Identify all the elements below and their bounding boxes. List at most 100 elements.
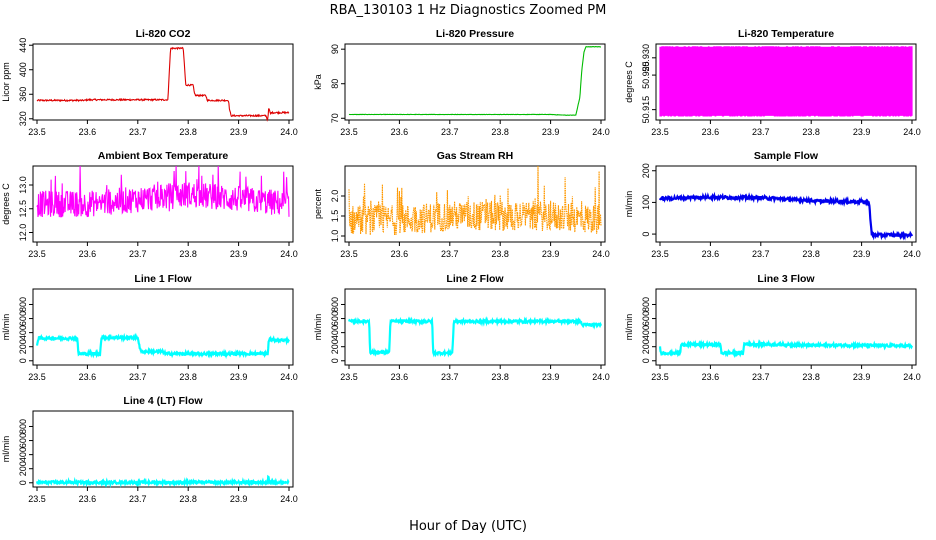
- y-tick-label: 800: [330, 297, 340, 312]
- series-line: [659, 46, 913, 117]
- plot-frame: [655, 165, 917, 243]
- panel-title: Line 1 Flow: [134, 273, 192, 285]
- y-tick-label: 50.930: [641, 44, 651, 72]
- x-tick-label: 23.7: [129, 127, 147, 137]
- x-tick-label: 24.0: [903, 127, 921, 137]
- y-tick-label: 200: [18, 461, 28, 476]
- x-tick-label: 24.0: [280, 127, 298, 137]
- series-line: [348, 45, 601, 116]
- y-tick-label: 2.0: [330, 190, 340, 203]
- x-tick-label: 23.6: [702, 372, 720, 382]
- series-line: [348, 165, 602, 236]
- panel-title: Line 3 Flow: [757, 273, 815, 285]
- x-tick-label: 24.0: [592, 127, 610, 137]
- x-tick-label: 23.7: [441, 249, 459, 259]
- figure-x-label: Hour of Day (UTC): [409, 519, 527, 534]
- x-tick-label: 23.7: [441, 127, 459, 137]
- y-tick-label: 80: [330, 79, 340, 89]
- y-tick-label: 800: [641, 297, 651, 312]
- series-line: [347, 316, 603, 358]
- x-tick-label: 23.9: [853, 127, 871, 137]
- x-tick-label: 23.5: [340, 249, 358, 259]
- y-tick-label: 0: [641, 232, 651, 237]
- panel-gas-stream-rh: Gas Stream RH percent 23.5 23.6 23.7 23.8 23.9…: [313, 150, 610, 259]
- x-tick-label: 23.5: [651, 249, 669, 259]
- x-tick-label: 23.7: [752, 127, 770, 137]
- x-tick-label: 23.5: [340, 372, 358, 382]
- x-tick-label: 23.6: [391, 372, 409, 382]
- panel-line-2-flow: Line 2 Flow ml/min 23.5 23.6 23.7 23.8 23.9 24.…: [313, 273, 610, 382]
- x-tick-label: 23.6: [702, 127, 720, 137]
- plot-frame: [32, 410, 294, 488]
- x-tick-label: 23.8: [179, 494, 197, 504]
- x-tick-label: 23.5: [28, 127, 46, 137]
- y-tick-label: 800: [18, 297, 28, 312]
- y-tick-label: 12.5: [18, 200, 28, 218]
- series-line: [35, 332, 290, 360]
- y-tick-label: 0: [18, 480, 28, 485]
- plot-frame: [655, 288, 917, 366]
- plot-frame: [32, 288, 294, 366]
- plot-frame: [344, 165, 606, 243]
- panel-line-4-lt-flow: Line 4 (LT) Flow ml/min 23.5 23.6 23.7 23.8 23…: [1, 395, 298, 504]
- x-tick-label: 23.6: [702, 249, 720, 259]
- y-tick-label: 360: [18, 87, 28, 102]
- x-tick-label: 23.5: [28, 494, 46, 504]
- x-tick-label: 23.8: [491, 249, 509, 259]
- y-axis-label: percent: [313, 188, 323, 219]
- panel-title: Ambient Box Temperature: [98, 150, 229, 162]
- y-tick-label: 600: [641, 311, 651, 326]
- y-tick-label: 400: [18, 62, 28, 77]
- y-tick-label: 400: [18, 325, 28, 340]
- x-tick-label: 23.8: [179, 127, 197, 137]
- x-tick-label: 23.8: [491, 372, 509, 382]
- y-axis-label: Licor ppm: [1, 62, 11, 102]
- x-tick-label: 23.7: [129, 372, 147, 382]
- y-tick-label: 800: [18, 419, 28, 434]
- series-line: [36, 165, 290, 218]
- y-axis-label: kPa: [313, 74, 323, 90]
- x-tick-label: 23.9: [542, 127, 560, 137]
- y-tick-label: 1.5: [330, 210, 340, 223]
- panel-ambient-box-temperature: Ambient Box Temperature degrees C 23.5 23.6…: [1, 150, 298, 259]
- x-tick-label: 23.9: [230, 127, 248, 137]
- x-tick-label: 23.9: [542, 249, 560, 259]
- y-tick-label: 100: [641, 195, 651, 210]
- panel-line-3-flow: Line 3 Flow ml/min 23.5 23.6 23.7 23.8 23.9 24.…: [624, 273, 921, 382]
- plot-frame: [344, 43, 606, 121]
- panel-title: Gas Stream RH: [437, 150, 513, 162]
- x-tick-label: 23.7: [752, 372, 770, 382]
- panel-title: Sample Flow: [754, 150, 819, 162]
- plot-frame: [32, 43, 294, 121]
- y-tick-label: 13.0: [18, 176, 28, 194]
- series-line: [35, 474, 290, 488]
- plot-frame: [32, 165, 294, 243]
- y-tick-label: 50.925: [641, 61, 651, 89]
- x-tick-label: 23.6: [79, 127, 97, 137]
- x-tick-label: 23.5: [340, 127, 358, 137]
- y-tick-label: 440: [18, 38, 28, 53]
- y-axis-label: ml/min: [1, 436, 11, 463]
- x-tick-label: 23.6: [391, 127, 409, 137]
- panel-line-1-flow: Line 1 Flow ml/min 23.5 23.6 23.7 23.8 23.9 24.…: [1, 273, 298, 382]
- y-tick-label: 0: [18, 358, 28, 363]
- x-tick-label: 23.9: [230, 249, 248, 259]
- y-tick-label: 600: [18, 433, 28, 448]
- x-tick-label: 23.7: [129, 249, 147, 259]
- y-tick-label: 200: [330, 339, 340, 354]
- y-tick-label: 320: [18, 111, 28, 126]
- y-tick-label: 12.0: [18, 224, 28, 242]
- panel-li-820-temperature: Li-820 Temperature degrees C 23.5 23.6 23.7 2…: [624, 28, 921, 137]
- y-tick-label: 0: [641, 358, 651, 363]
- y-tick-label: 50.915: [641, 96, 651, 124]
- series-line: [36, 46, 290, 122]
- x-tick-label: 23.5: [28, 372, 46, 382]
- x-tick-label: 24.0: [592, 249, 610, 259]
- series-line: [658, 191, 914, 241]
- x-tick-label: 23.6: [391, 249, 409, 259]
- x-tick-label: 23.9: [230, 372, 248, 382]
- y-tick-label: 400: [18, 447, 28, 462]
- x-tick-label: 24.0: [903, 372, 921, 382]
- panel-sample-flow: Sample Flow ml/min 23.5 23.6 23.7 23.8 23.9 24.…: [624, 150, 921, 259]
